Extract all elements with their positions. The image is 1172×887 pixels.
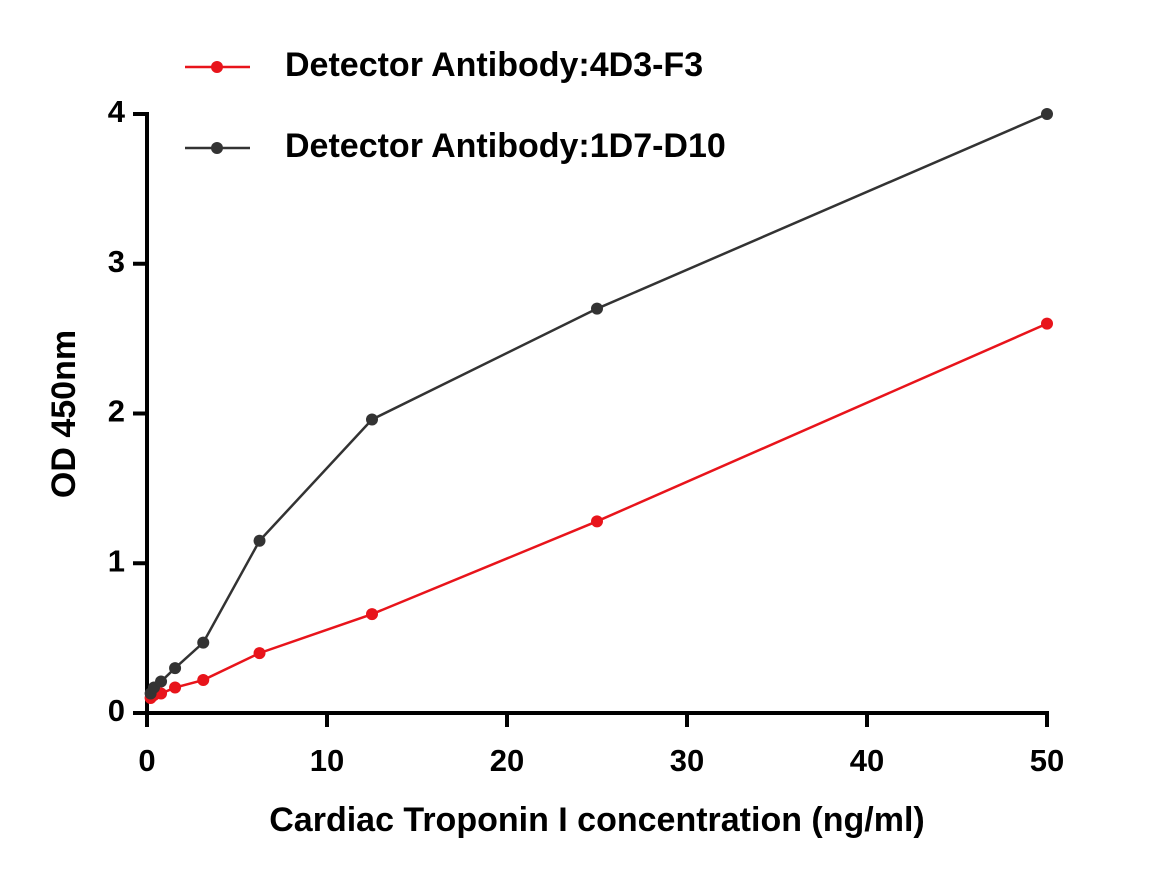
x-tick-label: 50 xyxy=(1030,743,1064,778)
x-tick-label: 30 xyxy=(670,743,704,778)
data-point xyxy=(591,302,603,315)
y-tick-label: 4 xyxy=(108,94,126,129)
data-point xyxy=(169,681,182,694)
legend-label: Detector Antibody:4D3-F3 xyxy=(285,46,703,84)
y-tick-label: 1 xyxy=(108,543,125,578)
data-point xyxy=(169,662,182,675)
x-axis-label: Cardiac Troponin I concentration (ng/ml) xyxy=(269,801,924,839)
legend-label: Detector Antibody:1D7-D10 xyxy=(285,127,726,165)
data-point xyxy=(591,515,603,528)
y-tick-label: 0 xyxy=(108,693,125,728)
data-point xyxy=(197,636,210,649)
data-point xyxy=(253,647,266,660)
data-point xyxy=(1041,317,1053,330)
y-tick-label: 3 xyxy=(108,244,125,279)
legend-marker xyxy=(211,142,223,154)
data-point xyxy=(366,608,378,621)
legend-marker xyxy=(211,61,223,73)
x-tick-label: 20 xyxy=(490,743,524,778)
y-tick-label: 2 xyxy=(108,394,125,429)
x-tick-label: 0 xyxy=(138,743,155,778)
data-point xyxy=(197,674,210,687)
data-point xyxy=(1041,108,1053,120)
data-point xyxy=(366,413,378,426)
x-tick-label: 10 xyxy=(310,743,344,778)
x-tick-label: 40 xyxy=(850,743,884,778)
series-line xyxy=(149,322,1048,699)
data-point xyxy=(155,675,168,688)
y-axis-label: OD 450nm xyxy=(45,330,83,498)
series-line xyxy=(149,112,1048,695)
data-point xyxy=(253,534,266,547)
